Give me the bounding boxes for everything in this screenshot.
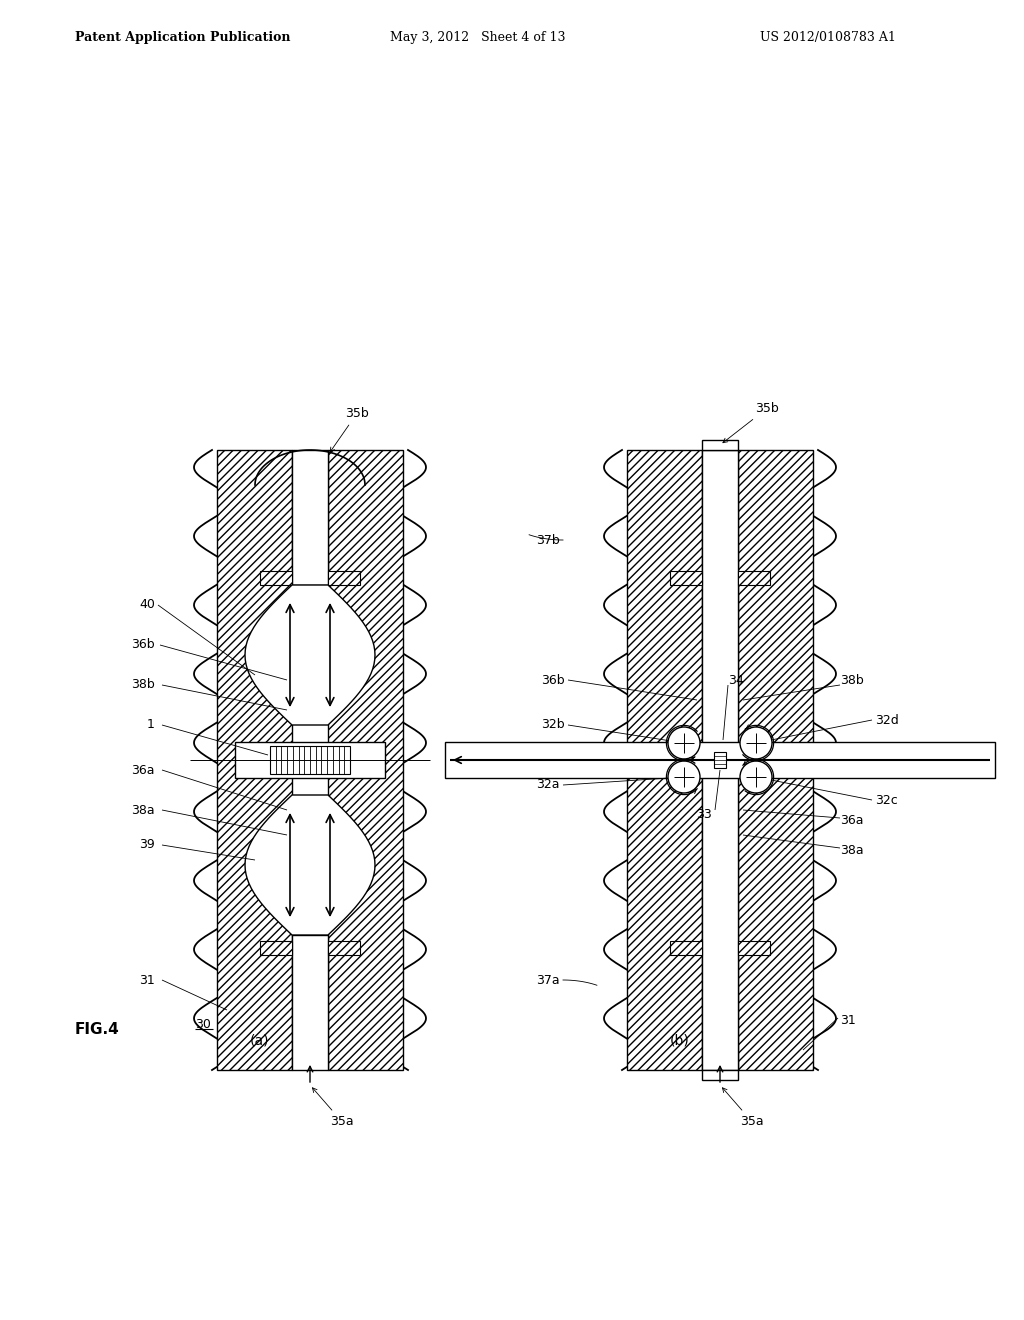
Bar: [702, 440, 738, 450]
Text: 33: 33: [696, 808, 712, 821]
Polygon shape: [245, 795, 375, 935]
Circle shape: [668, 762, 700, 793]
Circle shape: [668, 727, 700, 759]
Bar: [234, 742, 385, 777]
Text: 37a: 37a: [537, 974, 560, 986]
Text: 36b: 36b: [131, 639, 155, 652]
Text: 32d: 32d: [874, 714, 899, 726]
Bar: [260, 941, 292, 954]
Text: 38b: 38b: [840, 673, 864, 686]
Text: (b): (b): [670, 1034, 690, 1047]
Text: 31: 31: [840, 1014, 856, 1027]
Bar: [445, 742, 995, 777]
Bar: [738, 941, 770, 954]
Bar: [738, 450, 813, 1071]
Bar: [292, 450, 328, 585]
Text: 35b: 35b: [330, 407, 369, 451]
Bar: [702, 1071, 738, 1080]
Bar: [670, 941, 702, 954]
Text: 32c: 32c: [874, 793, 898, 807]
Polygon shape: [245, 585, 375, 725]
Text: US 2012/0108783 A1: US 2012/0108783 A1: [760, 30, 896, 44]
Text: 36b: 36b: [542, 673, 565, 686]
Bar: [328, 450, 403, 1071]
Text: 37b: 37b: [537, 533, 560, 546]
Bar: [270, 746, 350, 774]
Text: May 3, 2012   Sheet 4 of 13: May 3, 2012 Sheet 4 of 13: [390, 30, 565, 44]
Text: 39: 39: [139, 838, 155, 851]
Circle shape: [740, 762, 772, 793]
Text: 35a: 35a: [312, 1088, 353, 1129]
Bar: [328, 941, 360, 954]
Bar: [670, 572, 702, 585]
Text: 38a: 38a: [131, 804, 155, 817]
Bar: [714, 752, 726, 768]
Bar: [738, 572, 770, 585]
Text: 40: 40: [139, 598, 155, 611]
Bar: [260, 572, 292, 585]
Bar: [328, 572, 360, 585]
Bar: [702, 450, 738, 1071]
Text: FIG.4: FIG.4: [75, 1023, 120, 1038]
Bar: [217, 450, 292, 1071]
Bar: [292, 935, 328, 1071]
Text: 32b: 32b: [542, 718, 565, 731]
Text: 36a: 36a: [131, 763, 155, 776]
Text: Patent Application Publication: Patent Application Publication: [75, 30, 291, 44]
Text: 36a: 36a: [840, 813, 863, 826]
Bar: [627, 450, 702, 1071]
Text: 34: 34: [728, 673, 743, 686]
Text: 35a: 35a: [723, 1088, 764, 1129]
Circle shape: [740, 727, 772, 759]
Text: 31: 31: [139, 974, 155, 986]
Text: 38a: 38a: [840, 843, 863, 857]
Text: (a): (a): [250, 1034, 269, 1047]
Text: 35b: 35b: [723, 403, 778, 442]
Text: 1: 1: [147, 718, 155, 731]
Text: 32a: 32a: [537, 779, 560, 792]
Text: 38b: 38b: [131, 678, 155, 692]
Text: 30: 30: [195, 1019, 211, 1031]
